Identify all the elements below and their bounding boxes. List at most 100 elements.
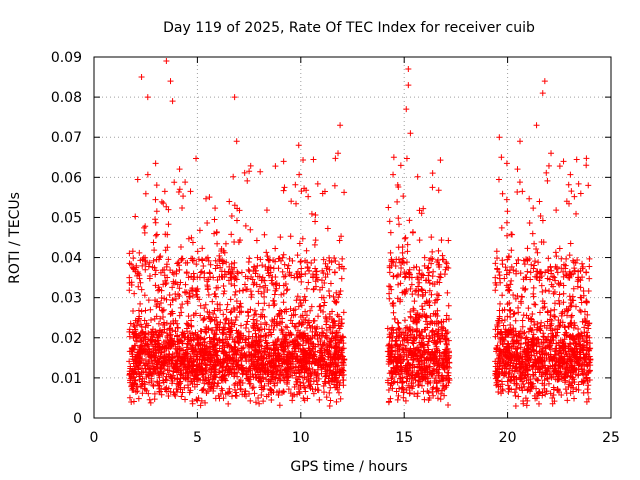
- data-point: [270, 281, 277, 288]
- data-point: [224, 301, 231, 308]
- data-point: [213, 318, 220, 325]
- data-point: [179, 204, 186, 211]
- data-point: [232, 380, 239, 387]
- data-point: [498, 154, 505, 161]
- data-point: [518, 293, 525, 300]
- data-point: [437, 396, 444, 403]
- data-point: [533, 395, 540, 402]
- data-point: [310, 390, 317, 397]
- data-point: [266, 385, 273, 392]
- data-point: [302, 297, 309, 304]
- data-point: [416, 279, 423, 286]
- data-point: [292, 374, 299, 381]
- data-point: [446, 377, 453, 384]
- data-point: [237, 377, 244, 384]
- data-point: [414, 390, 421, 397]
- data-point: [429, 170, 436, 177]
- data-point: [232, 317, 239, 324]
- data-point: [175, 259, 182, 266]
- data-point: [327, 324, 334, 331]
- data-point: [138, 74, 145, 81]
- data-point: [273, 368, 280, 375]
- data-point: [162, 247, 169, 254]
- data-point: [310, 156, 317, 163]
- data-point: [437, 274, 444, 281]
- data-point: [390, 171, 397, 178]
- data-point: [147, 336, 154, 343]
- data-point: [273, 280, 280, 287]
- data-point: [279, 254, 286, 261]
- data-point: [242, 353, 249, 360]
- data-point: [285, 366, 292, 373]
- data-point: [169, 296, 176, 303]
- data-point: [158, 329, 165, 336]
- data-point: [333, 345, 340, 352]
- data-point: [513, 382, 520, 389]
- data-point: [429, 184, 436, 191]
- data-point: [238, 269, 245, 276]
- data-point: [193, 261, 200, 268]
- data-point: [232, 288, 239, 295]
- data-point: [298, 319, 305, 326]
- data-point: [407, 313, 414, 320]
- data-point: [392, 347, 399, 354]
- data-point: [146, 396, 153, 403]
- data-point: [586, 353, 593, 360]
- data-point: [401, 351, 408, 358]
- data-point: [331, 298, 338, 305]
- data-point: [397, 341, 404, 348]
- data-point: [220, 283, 227, 290]
- data-point: [534, 249, 541, 256]
- data-point: [421, 365, 428, 372]
- data-point: [333, 289, 340, 296]
- data-point: [160, 321, 167, 328]
- data-point: [149, 326, 156, 333]
- data-point: [435, 247, 442, 254]
- data-point: [283, 287, 290, 294]
- data-point: [535, 259, 542, 266]
- data-point: [294, 334, 301, 341]
- data-point: [542, 345, 549, 352]
- data-point: [280, 388, 287, 395]
- data-point: [496, 134, 503, 141]
- data-point: [563, 198, 570, 205]
- data-point: [497, 383, 504, 390]
- data-point: [517, 333, 524, 340]
- data-point: [428, 291, 435, 298]
- data-point: [584, 322, 591, 329]
- data-point: [392, 364, 399, 371]
- data-point: [258, 384, 265, 391]
- data-point: [567, 320, 574, 327]
- data-point: [323, 370, 330, 377]
- data-point: [153, 313, 160, 320]
- data-point: [292, 181, 299, 188]
- data-point: [329, 319, 336, 326]
- data-point: [410, 305, 417, 312]
- data-point: [504, 313, 511, 320]
- data-point: [299, 334, 306, 341]
- data-point: [294, 293, 301, 300]
- data-point: [127, 375, 134, 382]
- data-point: [492, 287, 499, 294]
- data-point: [307, 354, 314, 361]
- x-tick-label: 20: [499, 430, 517, 446]
- data-point: [318, 370, 325, 377]
- data-point: [336, 347, 343, 354]
- data-point: [186, 293, 193, 300]
- data-point: [225, 326, 232, 333]
- data-point: [567, 303, 574, 310]
- data-point: [223, 271, 230, 278]
- plot-frame: [93, 56, 612, 419]
- data-point: [299, 357, 306, 364]
- data-point: [419, 376, 426, 383]
- data-point: [564, 397, 571, 404]
- data-point: [496, 348, 503, 355]
- data-point: [521, 261, 528, 268]
- data-point: [151, 390, 158, 397]
- data-point: [136, 249, 143, 256]
- data-point: [568, 362, 575, 369]
- data-point: [533, 385, 540, 392]
- data-point: [227, 343, 234, 350]
- data-point: [160, 370, 167, 377]
- data-point: [208, 351, 215, 358]
